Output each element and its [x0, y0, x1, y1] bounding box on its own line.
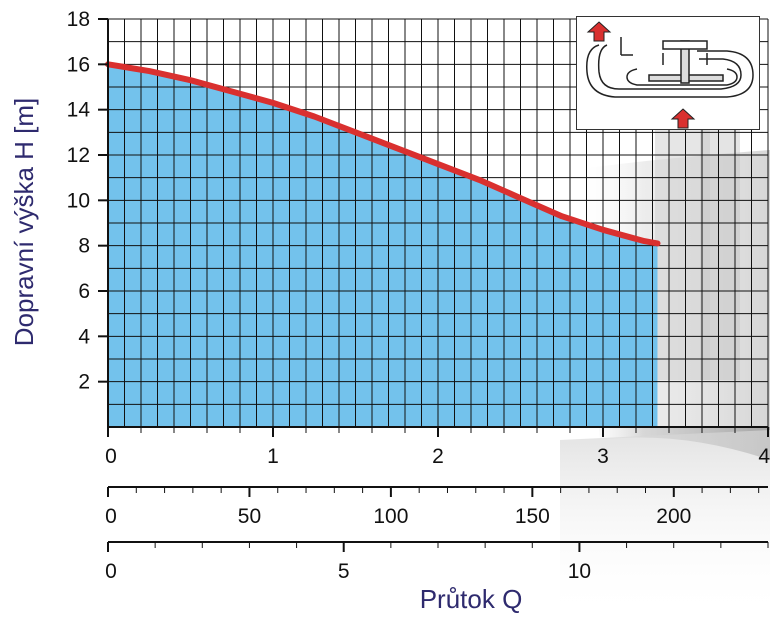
y-tick-label: 18	[67, 8, 90, 31]
x-axis-title: Průtok Q	[420, 584, 523, 614]
y-tick-label: 6	[78, 280, 90, 303]
y-tick-label: 16	[67, 53, 90, 76]
x-tick-label: 200	[656, 505, 691, 528]
y-tick-label: 10	[67, 189, 90, 212]
x-tick-label: 3	[597, 445, 609, 468]
x-tick-label: 2	[432, 445, 444, 468]
x-tick-label: 4	[758, 445, 770, 468]
y-tick-label: 2	[78, 371, 90, 394]
x-tick-label: 100	[373, 505, 408, 528]
pump-impeller-diagram	[586, 21, 754, 129]
y-tick-label: 4	[78, 325, 90, 348]
outlet-arrow-icon	[586, 21, 612, 42]
pump-housing-icon	[586, 37, 754, 98]
x-tick-label: 0	[105, 505, 117, 528]
inlet-arrow-icon	[670, 108, 696, 129]
x-tick-label: 0	[105, 445, 117, 468]
x-tick-label: 50	[238, 505, 261, 528]
x-tick-label: 0	[105, 560, 117, 583]
pump-diagram-inset	[576, 16, 760, 130]
y-axis-title: Dopravní výška H [m]	[9, 98, 39, 347]
y-tick-label: 12	[67, 144, 90, 167]
y-axis: 2 4 6 8 10 12 14 16 18	[67, 8, 109, 427]
x-tick-label: 1	[267, 445, 279, 468]
pump-curve-line	[105, 61, 661, 247]
x-tick-label: 10	[568, 560, 591, 583]
x-axes: 0 1 2 3 4 0 50 100 150 200 0 5 10	[105, 426, 770, 583]
y-tick-label: 14	[67, 99, 91, 122]
y-tick-label: 8	[78, 235, 90, 258]
x-tick-label: 150	[515, 505, 550, 528]
curve-group	[105, 61, 661, 247]
x-tick-label: 5	[338, 560, 350, 583]
